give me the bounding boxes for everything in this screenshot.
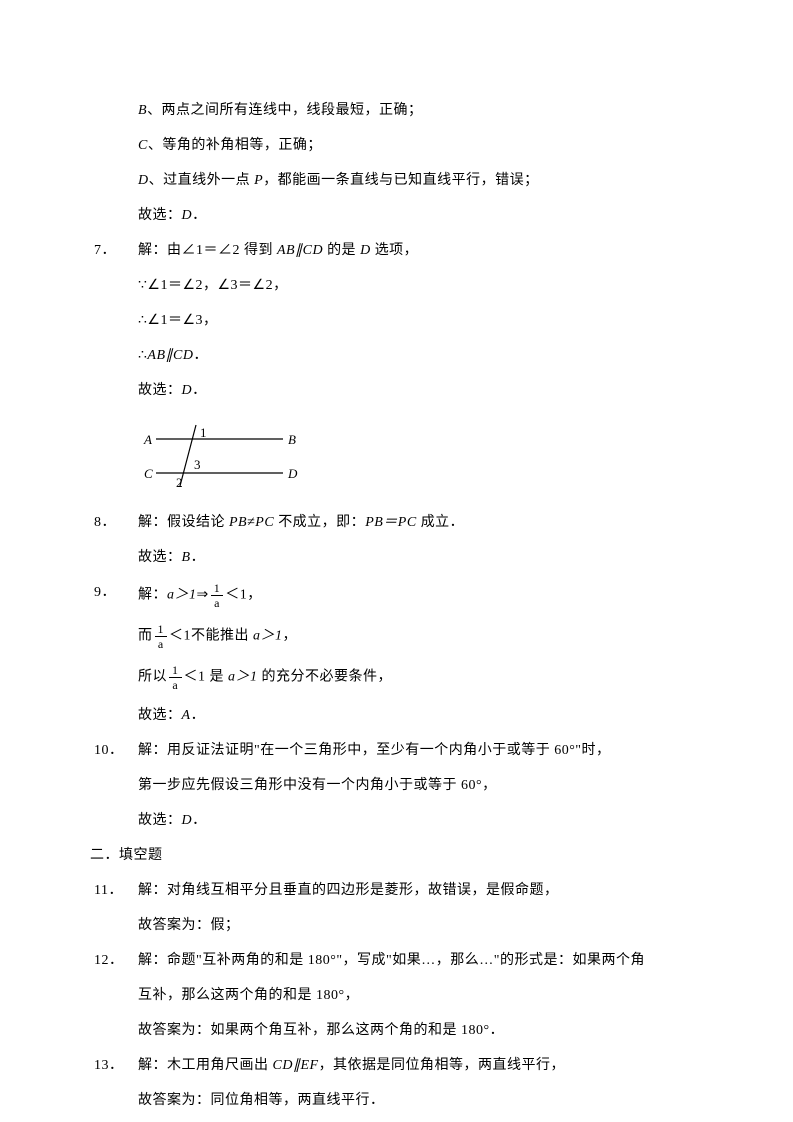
frac-1a-2: 1a xyxy=(155,623,168,650)
q7-text: 解：由∠1＝∠2 得到 AB∥CD 的是 D 选项， xyxy=(138,240,703,261)
q11-ans: 故答案为：假； xyxy=(90,915,703,936)
q9-step2: 所以1a＜1 是 a＞1 的充分不必要条件， xyxy=(90,664,703,691)
svg-text:B: B xyxy=(288,432,296,447)
q10: 10． 解：用反证法证明"在一个三角形中，至少有一个内角小于或等于 60°"时， xyxy=(90,740,703,761)
q8-conclude: 故选：B． xyxy=(90,547,703,568)
svg-text:D: D xyxy=(287,466,298,481)
line-conclude-6: 故选：D． xyxy=(90,205,703,226)
section-2-head: 二．填空题 xyxy=(90,845,703,866)
q11-num: 11． xyxy=(90,880,138,901)
svg-text:C: C xyxy=(144,466,153,481)
q7-num: 7． xyxy=(90,240,138,261)
svg-text:3: 3 xyxy=(194,457,201,472)
q12: 12． 解：命题"互补两角的和是 180°"，写成"如果…，那么…"的形式是：如… xyxy=(90,950,703,971)
q11: 11． 解：对角线互相平分且垂直的四边形是菱形，故错误，是假命题， xyxy=(90,880,703,901)
parallel-lines-diagram: A B C D 1 23 xyxy=(138,421,298,491)
svg-text:1: 1 xyxy=(200,425,207,440)
svg-text:A: A xyxy=(143,432,152,447)
q8-text: 解：假设结论 PB≠PC 不成立，即：PB＝PC 成立． xyxy=(138,512,703,533)
q9-text: 解：a＞1⇒1a＜1， xyxy=(138,582,703,609)
q8-num: 8． xyxy=(90,512,138,533)
q12-text: 解：命题"互补两角的和是 180°"，写成"如果…，那么…"的形式是：如果两个角 xyxy=(138,950,703,971)
line-d: D、过直线外一点 P，都能画一条直线与已知直线平行，错误； xyxy=(90,170,703,191)
q9: 9． 解：a＞1⇒1a＜1， xyxy=(90,582,703,609)
frac-1a-3: 1a xyxy=(169,664,182,691)
q9-step1: 而1a＜1不能推出 a＞1， xyxy=(90,623,703,650)
q10-text: 解：用反证法证明"在一个三角形中，至少有一个内角小于或等于 60°"时， xyxy=(138,740,703,761)
q9-num: 9． xyxy=(90,582,138,603)
q7-conclude: 故选：D． xyxy=(90,380,703,401)
line-c: C、等角的补角相等，正确； xyxy=(90,135,703,156)
q7-step2: ∴∠1＝∠3， xyxy=(90,310,703,331)
q13-ans: 故答案为：同位角相等，两直线平行． xyxy=(90,1090,703,1111)
q8: 8． 解：假设结论 PB≠PC 不成立，即：PB＝PC 成立． xyxy=(90,512,703,533)
q12-num: 12． xyxy=(90,950,138,971)
q10-num: 10． xyxy=(90,740,138,761)
q11-text: 解：对角线互相平分且垂直的四边形是菱形，故错误，是假命题， xyxy=(138,880,703,901)
q7-step3: ∴AB∥CD． xyxy=(90,345,703,366)
q12-cont: 互补，那么这两个角的和是 180°， xyxy=(90,985,703,1006)
q7: 7． 解：由∠1＝∠2 得到 AB∥CD 的是 D 选项， xyxy=(90,240,703,261)
q13: 13． 解：木工用角尺画出 CD∥EF，其依据是同位角相等，两直线平行， xyxy=(90,1055,703,1076)
q9-conclude: 故选：A． xyxy=(90,705,703,726)
q13-text: 解：木工用角尺画出 CD∥EF，其依据是同位角相等，两直线平行， xyxy=(138,1055,703,1076)
frac-1a-1: 1a xyxy=(211,582,224,609)
q10-step1: 第一步应先假设三角形中没有一个内角小于或等于 60°， xyxy=(90,775,703,796)
svg-text:2: 2 xyxy=(176,475,183,490)
q12-ans: 故答案为：如果两个角互补，那么这两个角的和是 180°． xyxy=(90,1020,703,1041)
line-b: B、两点之间所有连线中，线段最短，正确； xyxy=(90,100,703,121)
q10-conclude: 故选：D． xyxy=(90,810,703,831)
q7-step1: ∵∠1＝∠2，∠3＝∠2， xyxy=(90,275,703,296)
q13-num: 13． xyxy=(90,1055,138,1076)
